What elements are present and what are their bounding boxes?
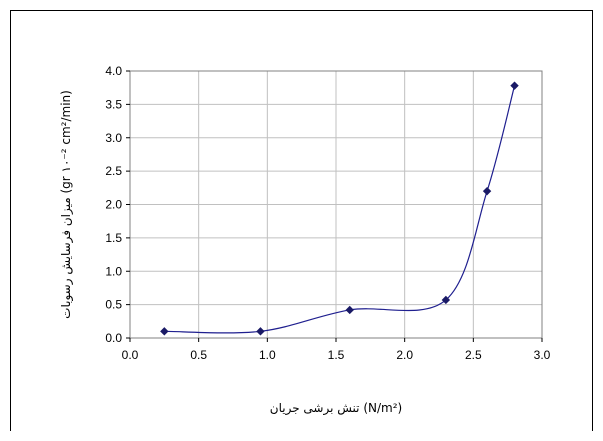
y-tick-label: 3.5 [105, 97, 122, 111]
y-tick-label: 0.0 [105, 331, 122, 345]
data-point-marker [482, 186, 492, 196]
data-point-marker [160, 327, 169, 336]
data-point-marker [345, 305, 354, 315]
y-tick-label: 3.0 [105, 131, 122, 145]
data-point-marker [510, 81, 519, 90]
x-tick-label: 1.0 [259, 348, 276, 362]
y-tick-label: 1.0 [105, 264, 122, 278]
x-tick-label: 0.5 [190, 348, 207, 362]
x-tick-label: 1.5 [328, 348, 345, 362]
x-tick-label: 2.0 [396, 348, 413, 362]
y-tick-label: 4.0 [105, 64, 122, 78]
chart-frame [10, 10, 593, 431]
x-axis-title: تنش برشی جریان (N/m²) [270, 401, 402, 416]
data-point-marker [256, 327, 265, 336]
y-tick-label: 2.0 [105, 198, 122, 212]
y-tick-label: 2.5 [105, 164, 122, 178]
axis-layer: 0.0 0.5 1.0 1.5 2.0 2.5 3.0 0.0 0.5 1.0 1.5 2.0 2.5 3… [105, 64, 550, 362]
x-tick-label: 2.5 [465, 348, 482, 362]
marker-layer [160, 81, 519, 336]
y-tick-label: 0.5 [105, 298, 122, 312]
series-line [164, 85, 516, 334]
y-axis-title: میزان فرسایش رسوبات (gr ۱۰⁻² cm²/min) [59, 90, 74, 319]
data-point-marker [441, 295, 451, 305]
grid-layer [130, 71, 542, 338]
x-tick-label: 0.0 [122, 348, 139, 362]
x-tick-label: 3.0 [534, 348, 551, 362]
y-tick-label: 1.5 [105, 231, 122, 245]
